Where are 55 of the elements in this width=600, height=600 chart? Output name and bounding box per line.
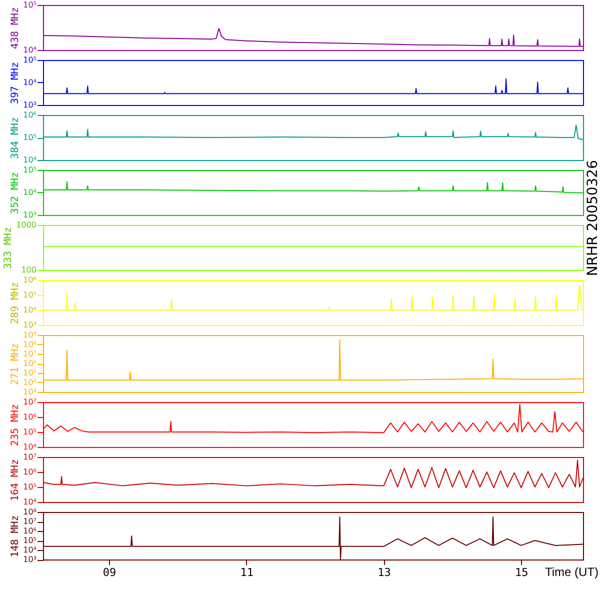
y-tick-label: 10³	[23, 210, 36, 220]
y-tick-label: 10⁴	[23, 498, 36, 506]
y-tick-label: 100	[21, 266, 36, 274]
y-axis-title: 352 MHz	[10, 172, 22, 214]
y-tick-label: 10⁵	[23, 0, 36, 10]
y-tick-label: 10⁵	[23, 290, 36, 300]
y-tick-label: 10⁴	[23, 46, 36, 54]
x-tick-label: 13	[378, 566, 391, 579]
y-tick-label: 10³	[23, 555, 36, 564]
y-tick-label: 10⁴	[23, 442, 36, 452]
y-tick-label: 10⁶	[23, 276, 36, 284]
y-tick-label: 10⁹	[23, 330, 36, 340]
text: NRHR 20050326	[585, 160, 600, 276]
y-tick-label: 10⁶	[23, 526, 36, 536]
y-tick-label: 10⁷	[23, 452, 36, 462]
y-axis-title: 164 MHz	[10, 458, 22, 502]
y-axis-title: 397 MHz	[10, 62, 22, 104]
x-tick-label: 11	[240, 566, 254, 579]
y-tick-label: 10⁷	[23, 350, 36, 358]
y-tick-label: 10⁴	[23, 156, 36, 164]
y-axis-title: 271 MHz	[10, 342, 22, 386]
x-tick-label: 15	[515, 566, 528, 579]
y-tick-label: 10³	[23, 100, 36, 110]
y-tick-label: 10⁸	[23, 508, 36, 516]
y-axis-title: 148 MHz	[10, 515, 22, 558]
y-tick-label: 10⁵	[23, 536, 36, 545]
y-tick-label: 10⁶	[23, 110, 36, 120]
y-axis-title: 438 MHz	[10, 6, 22, 50]
x-tick-label: 09	[102, 566, 116, 579]
y-axis-title: 333 MHz	[3, 226, 14, 270]
y-axis-title: 289 MHz	[10, 282, 22, 324]
y-tick-label: 10⁴	[23, 306, 36, 314]
y-tick-label: 10⁷	[23, 517, 36, 526]
y-axis-title: 235 MHz	[10, 404, 22, 446]
y-tick-label: 10⁵	[23, 428, 36, 436]
y-tick-label: 10⁶	[23, 359, 36, 368]
y-tick-label: 10³	[23, 388, 36, 396]
y-tick-label: 10⁵	[23, 368, 36, 378]
y-tick-label: 10⁵	[23, 166, 36, 174]
y-axis-title: 384 MHz	[10, 116, 22, 160]
y-tick-label: 10⁵	[23, 482, 36, 492]
y-tick-label: 1000	[16, 220, 36, 230]
y-tick-label: 10⁶	[23, 412, 36, 422]
y-tick-label: 10⁵	[23, 56, 36, 64]
y-tick-label: 10⁴	[23, 188, 36, 197]
line-series	[43, 516, 583, 560]
x-axis-title: Time (UT)	[544, 565, 598, 579]
y-tick-label: 10⁷	[23, 398, 36, 406]
y-tick-label: 10⁴	[23, 78, 36, 87]
y-tick-label: 10⁶	[23, 468, 36, 476]
y-tick-label: 10⁴	[23, 378, 36, 387]
y-tick-label: 10⁴	[23, 546, 36, 554]
y-tick-label: 10³	[23, 320, 36, 330]
y-tick-label: 10⁸	[23, 340, 36, 349]
y-tick-label: 10⁵	[23, 133, 36, 142]
